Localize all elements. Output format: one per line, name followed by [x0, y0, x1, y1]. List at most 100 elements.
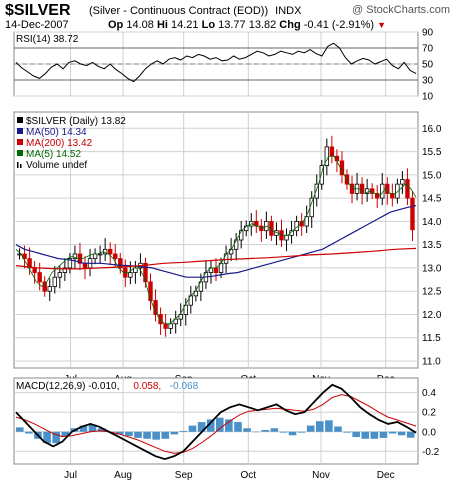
price-candle-body — [380, 183, 385, 199]
macd-histogram-bar — [188, 425, 197, 432]
quote-line: Op 14.08 Hi 14.21 Lo 13.77 13.82 Chg -0.… — [108, 19, 386, 31]
rsi-y-tick-label: 30 — [422, 76, 434, 87]
price-candle-body — [32, 267, 37, 273]
price-candle-body — [62, 267, 68, 273]
price-candle-body — [67, 258, 73, 269]
price-candle-body — [213, 267, 219, 273]
x-axis-tick-label: Dec — [377, 470, 395, 481]
price-candle-body — [183, 304, 188, 315]
macd-histogram-bar — [388, 431, 397, 434]
macd-histogram-bar — [252, 431, 260, 433]
price-legend-entry: $SILVER (Daily) 13.82 — [26, 116, 126, 127]
price-y-tick-label: 11.0 — [422, 357, 441, 368]
price-candle-body — [52, 276, 57, 287]
macd-histogram-bar — [406, 431, 415, 438]
macd-histogram-bar — [152, 431, 160, 440]
macd-histogram-bar — [234, 422, 242, 432]
price-candle-body — [37, 272, 42, 283]
macd-histogram-bar — [270, 428, 279, 432]
macd-histogram-bar — [43, 431, 51, 444]
macd-y-tick-label: 0.4 — [422, 388, 436, 399]
macd-histogram-bar — [352, 431, 360, 438]
open-label: Op — [108, 19, 124, 31]
open-value: 14.08 — [126, 19, 154, 31]
price-candle-body — [309, 197, 314, 218]
price-y-tick-label: 11.5 — [422, 333, 441, 344]
macd-histogram-bar — [116, 431, 124, 435]
chart-date: 14-Dec-2007 — [5, 19, 69, 31]
volume-legend-icon — [17, 162, 19, 168]
stockcharts-watermark: @ StockCharts.com — [352, 4, 450, 16]
price-y-tick-label: 15.0 — [422, 170, 442, 181]
x-axis-tick-label: Nov — [312, 470, 330, 481]
x-axis-tick-label: Sep — [175, 470, 193, 481]
rsi-line — [15, 42, 417, 83]
price-candle-body — [42, 281, 47, 292]
macd-histogram-bar — [297, 431, 306, 433]
macd-histogram-bar — [61, 431, 70, 437]
volume-legend-icon — [20, 164, 22, 168]
price-candle-body — [359, 183, 365, 194]
macd-histogram-bar — [52, 431, 60, 444]
rsi-y-tick-label: 90 — [422, 28, 434, 39]
price-candle-body — [299, 220, 304, 227]
macd-histogram-bar — [134, 431, 142, 438]
macd-histogram-bar — [225, 419, 233, 432]
macd-histogram-bar — [379, 431, 388, 438]
macd-histogram-bar — [243, 428, 251, 432]
high-label: Hi — [156, 19, 168, 31]
price-candle-body — [390, 193, 395, 199]
price-candle-body — [395, 183, 400, 199]
ma200-line — [15, 247, 417, 270]
legend-swatch — [17, 128, 23, 134]
legend-swatch — [17, 117, 23, 123]
macd-panel: 0.4 0.2 0.0 -0.2 MACD(12,26,9) -0.010, 0.058,… — [13, 377, 440, 481]
price-candle-body — [223, 253, 229, 264]
macd-histogram-bar — [216, 417, 224, 432]
ma5-line — [15, 155, 417, 325]
low-value: 13.77 — [218, 19, 246, 31]
down-arrow-icon: ▼ — [377, 20, 387, 30]
price-candle-body — [108, 248, 113, 255]
ma50-line — [15, 205, 417, 278]
price-candle-body — [178, 314, 183, 320]
chart-symbol: $SILVER — [5, 2, 71, 19]
legend-swatch — [17, 150, 23, 156]
macd-histogram-bar — [125, 431, 133, 437]
rsi-legend: RSI(14) 38.72 — [16, 34, 79, 45]
price-y-tick-label: 13.0 — [422, 263, 442, 274]
macd-histogram-bar — [170, 431, 179, 435]
price-legend-entry: MA(50) 14.34 — [26, 127, 87, 138]
macd-histogram-bar — [334, 426, 342, 432]
x-axis-tick-label: Oct — [241, 470, 257, 481]
price-candle-body — [304, 216, 309, 227]
price-legend-entry: MA(5) 14.52 — [26, 149, 81, 160]
rsi-panel: 90 70 50 30 10 RSI(14) 38.72 — [13, 28, 434, 103]
rsi-y-tick-label: 10 — [422, 92, 434, 103]
macd-histogram-bar — [197, 422, 206, 432]
price-y-tick-label: 12.0 — [422, 310, 442, 321]
macd-histogram-bar — [143, 431, 151, 439]
price-y-tick-label: 14.0 — [422, 217, 442, 228]
price-candle-body — [163, 323, 168, 329]
macd-histogram-bar — [325, 420, 333, 432]
price-frame — [13, 111, 419, 369]
price-candle-body — [329, 146, 335, 157]
macd-histogram-bar — [316, 421, 324, 432]
macd-legend-entry: 0.058, — [133, 381, 161, 392]
rsi-y-tick-label: 50 — [422, 60, 434, 71]
price-y-tick-label: 14.5 — [422, 194, 442, 205]
price-candle-body — [57, 272, 63, 278]
macd-histogram-bar — [343, 431, 351, 433]
low-label: Lo — [201, 19, 216, 31]
price-candle-body — [410, 197, 415, 231]
macd-y-tick-label: -0.2 — [422, 447, 440, 458]
macd-legend-entry: -0.068 — [170, 381, 199, 392]
x-axis-tick-label: Jul — [64, 470, 77, 481]
price-y-tick-label: 12.5 — [422, 287, 442, 298]
macd-y-tick-label: 0.2 — [422, 408, 436, 419]
exchange-label: INDX — [275, 5, 302, 17]
price-candle-body — [97, 253, 103, 256]
price-candle-body — [319, 165, 324, 185]
price-legend-entry: Volume undef — [26, 160, 87, 171]
